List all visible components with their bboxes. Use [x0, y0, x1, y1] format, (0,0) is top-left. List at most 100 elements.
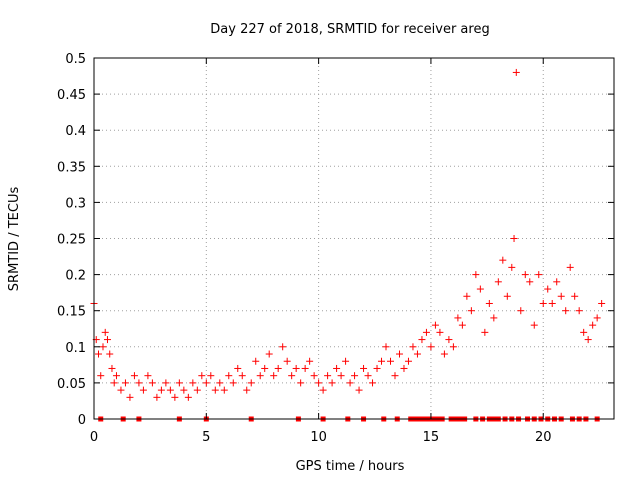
data-point [575, 307, 583, 315]
data-point [458, 321, 466, 329]
data-point [373, 364, 381, 372]
data-point [238, 372, 246, 380]
data-point [530, 321, 538, 329]
data-point [427, 343, 435, 351]
data-point [355, 386, 363, 394]
y-tick-label: 0.2 [65, 269, 86, 284]
data-point [99, 343, 107, 351]
data-point [202, 379, 210, 387]
data-point [409, 343, 417, 351]
x-tick-label: 0 [90, 430, 98, 445]
data-point [548, 299, 556, 307]
data-point [292, 364, 300, 372]
data-point [243, 386, 251, 394]
data-point [589, 321, 597, 329]
data-point [283, 357, 291, 365]
data-point [225, 372, 233, 380]
data-point [553, 278, 561, 286]
data-point [472, 271, 480, 279]
data-point [503, 292, 511, 300]
data-point [279, 343, 287, 351]
data-point [234, 364, 242, 372]
data-point [346, 379, 354, 387]
data-point [112, 372, 120, 380]
data-point [494, 278, 502, 286]
data-point [544, 285, 552, 293]
data-point [333, 364, 341, 372]
data-point [265, 350, 273, 358]
axis-ticks: 0 0.05 0.1 0.15 0.2 0.25 0.3 0.35 0.4 0.45 0.5 0 5 10… [57, 52, 614, 445]
data-point [198, 372, 206, 380]
data-point [108, 364, 116, 372]
data-point [288, 372, 296, 380]
data-point [328, 379, 336, 387]
data-point [319, 386, 327, 394]
data-point [598, 299, 606, 307]
data-point [166, 386, 174, 394]
data-point [400, 364, 408, 372]
data-point [404, 357, 412, 365]
data-point [476, 285, 484, 293]
data-point [337, 372, 345, 380]
data-point [571, 292, 579, 300]
x-tick-label: 5 [202, 430, 210, 445]
data-point [229, 379, 237, 387]
data-point [130, 372, 138, 380]
data-point [378, 357, 386, 365]
y-tick-label: 0.3 [65, 196, 86, 211]
data-point [324, 372, 332, 380]
data-point [580, 328, 588, 336]
data-point [485, 299, 493, 307]
y-tick-label: 0.1 [65, 341, 86, 356]
y-tick-label: 0.4 [65, 124, 86, 139]
data-point [440, 350, 448, 358]
data-point [97, 372, 105, 380]
data-point [139, 386, 147, 394]
data-point [247, 379, 255, 387]
data-point [422, 328, 430, 336]
y-axis-title: SRMTID / TECUs [7, 187, 22, 292]
data-point [391, 372, 399, 380]
x-tick-label: 20 [535, 430, 552, 445]
data-point [584, 336, 592, 344]
data-point [121, 379, 129, 387]
data-point [535, 271, 543, 279]
data-point [467, 307, 475, 315]
data-point [593, 314, 601, 322]
data-point [566, 263, 574, 271]
data-point [557, 292, 565, 300]
chart-title: Day 227 of 2018, SRMTID for receiver are… [210, 22, 489, 37]
data-point [184, 393, 192, 401]
data-point [126, 393, 134, 401]
y-tick-label: 0.5 [65, 52, 86, 67]
data-point [562, 307, 570, 315]
data-point [413, 350, 421, 358]
data-point [94, 350, 102, 358]
data-point [539, 299, 547, 307]
data-point [508, 263, 516, 271]
data-point [369, 379, 377, 387]
data-point [261, 364, 269, 372]
y-tick-label: 0.15 [57, 305, 86, 320]
data-point [510, 235, 518, 242]
data-point [463, 292, 471, 300]
data-point [144, 372, 152, 380]
data-point [526, 278, 534, 286]
y-tick-label: 0.25 [57, 233, 86, 248]
data-point [512, 68, 520, 76]
x-tick-label: 10 [310, 430, 327, 445]
data-point [189, 379, 197, 387]
data-point [517, 307, 525, 315]
data-point [306, 357, 314, 365]
data-point [117, 386, 125, 394]
y-tick-label: 0.45 [57, 88, 86, 103]
data-point [175, 379, 183, 387]
data-point [270, 372, 278, 380]
data-point [171, 393, 179, 401]
x-tick-label: 15 [423, 430, 440, 445]
data-point [431, 321, 439, 329]
data-point [342, 357, 350, 365]
grid-lines [94, 58, 614, 419]
data-point [148, 379, 156, 387]
